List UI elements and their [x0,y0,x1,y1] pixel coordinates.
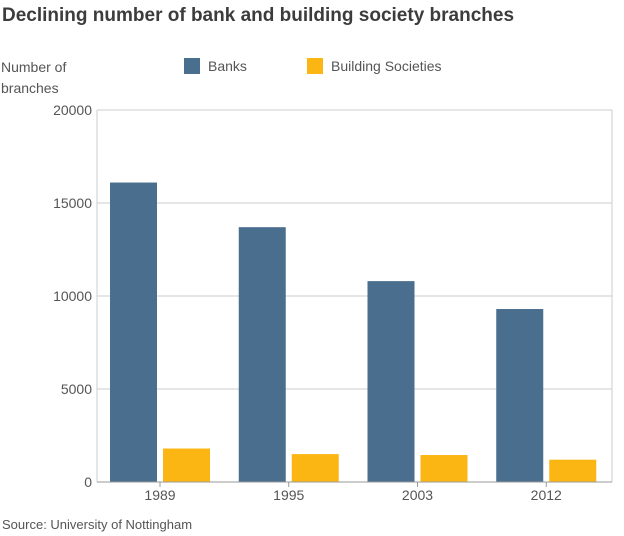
bar-building-societies [420,455,468,482]
y-tick-label: 5000 [61,381,92,397]
y-tick-label: 10000 [53,288,92,304]
bar-banks [110,182,157,483]
x-tick-label: 2003 [402,487,433,503]
y-tick-label: 0 [84,474,92,490]
chart-title: Declining number of bank and building so… [2,5,515,26]
bar-banks [238,227,286,482]
legend-swatch-building-societies [307,58,323,74]
legend-label-building-societies: Building Societies [331,58,442,74]
legend-label-banks: Banks [208,58,247,74]
x-tick-label: 1995 [273,487,304,503]
bar-building-societies [291,454,339,482]
y-axis-label: Number of branches [1,59,67,96]
legend-swatch-banks [184,58,200,74]
bar-banks [496,309,544,482]
y-tick-label: 15000 [53,195,92,211]
bar-building-societies [549,459,597,482]
bar-banks [367,281,415,482]
x-tick-label: 2012 [531,487,562,503]
legend-item-banks: Banks [184,58,247,74]
bar-building-societies [163,448,210,482]
y-tick-label: 20000 [53,102,92,118]
x-tick-label: 1989 [144,487,175,503]
legend-item-building-societies: Building Societies [307,58,442,74]
source-note: Source: University of Nottingham [2,517,193,532]
